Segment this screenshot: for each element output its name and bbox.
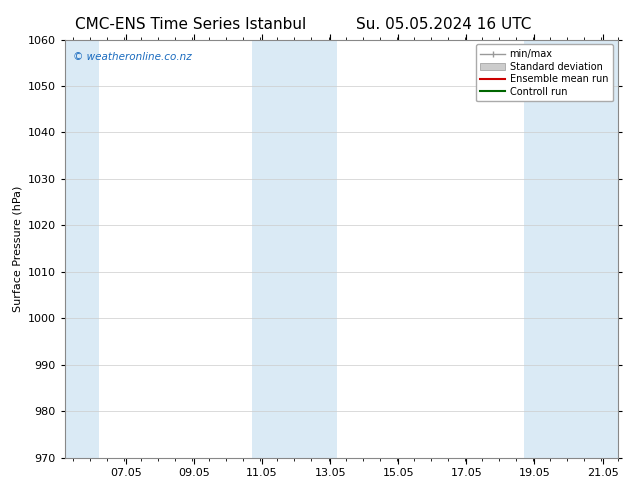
Legend: min/max, Standard deviation, Ensemble mean run, Controll run: min/max, Standard deviation, Ensemble me… bbox=[476, 45, 613, 101]
Y-axis label: Surface Pressure (hPa): Surface Pressure (hPa) bbox=[12, 185, 22, 312]
Text: © weatheronline.co.nz: © weatheronline.co.nz bbox=[73, 52, 191, 62]
Bar bbox=[524, 40, 618, 458]
Bar bbox=[252, 40, 337, 458]
Text: Su. 05.05.2024 16 UTC: Su. 05.05.2024 16 UTC bbox=[356, 17, 531, 32]
Text: CMC-ENS Time Series Istanbul: CMC-ENS Time Series Istanbul bbox=[75, 17, 306, 32]
Bar bbox=[65, 40, 99, 458]
